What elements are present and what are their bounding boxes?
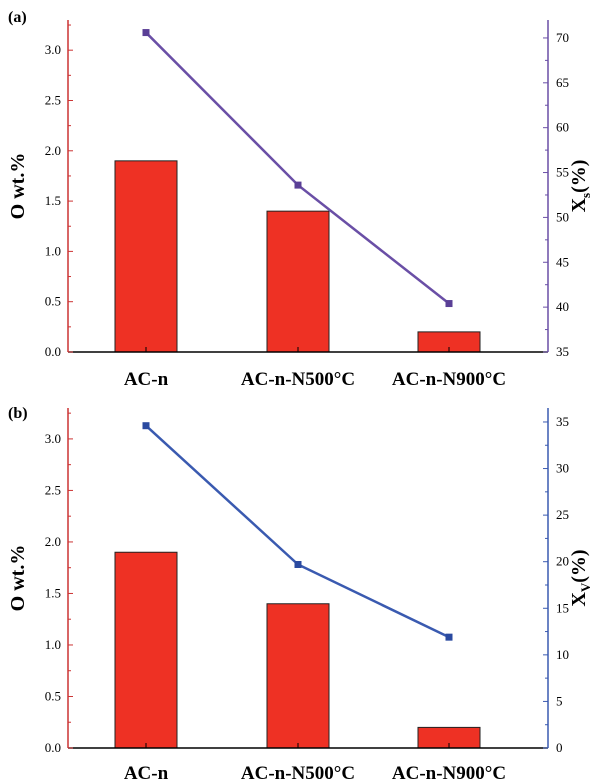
panel-b-right-axis-title-main: X <box>568 592 590 607</box>
panel-a-bar-1 <box>266 210 330 353</box>
panel-b-left-axis-title: O wt.% <box>7 545 29 612</box>
panel-b-left-tick-label-4: 2.0 <box>45 534 61 549</box>
panel-b-right-tick-label-2: 10 <box>556 647 569 662</box>
panel-a-left-tick-label-2: 1.0 <box>45 243 61 258</box>
panel-b-right-tick-label-6: 30 <box>556 461 569 476</box>
panel-a-category-label-1: AC-n-N500°C <box>241 369 355 390</box>
panel-b-left-tick-label-2: 1.0 <box>45 637 61 652</box>
panel-b-right-tick-label-1: 5 <box>556 693 563 708</box>
panel-b-category-label-2: AC-n-N900°C <box>392 763 506 783</box>
panel-a-right-tick-label-7: 70 <box>556 30 569 45</box>
panel-b: (b) 0.0 0.5 1.0 1.5 2.0 2.5 3.0 0 5 10 15 20 25 30 35 AC… <box>7 405 590 783</box>
panel-a-left-axis-title: O wt.% <box>7 153 29 220</box>
panel-b-marker-2 <box>445 633 453 641</box>
panel-a-left-tick-label-0: 0.0 <box>45 344 61 359</box>
panel-b-right-axis-title-sub: V <box>578 582 590 592</box>
panel-a-left-tick-label-6: 3.0 <box>45 42 61 57</box>
panel-b-marker-1 <box>294 560 302 568</box>
panel-b-right-axis-title-suffix: (%) <box>568 549 590 582</box>
panel-b-category-label-1: AC-n-N500°C <box>241 763 355 783</box>
panel-a-right-axis-title-main: X <box>568 197 590 212</box>
panel-a: (a) 0.0 0.5 1.0 1.5 2.0 2.5 3.0 35 40 45 50 55 60 65 70… <box>7 9 590 390</box>
panel-b-left-tick-label-1: 0.5 <box>45 688 61 703</box>
panel-a-label: (a) <box>8 9 27 26</box>
panel-a-left-tick-label-4: 2.0 <box>45 143 61 158</box>
panel-a-right-tick-label-4: 55 <box>556 165 569 180</box>
panel-a-left-tick-label-3: 1.5 <box>45 193 61 208</box>
panel-a-left-tick-label-5: 2.5 <box>45 92 61 107</box>
panel-b-left-tick-label-6: 3.0 <box>45 431 61 446</box>
panel-b-left-tick-label-0: 0.0 <box>45 740 61 755</box>
panel-b-right-tick-label-7: 35 <box>556 414 569 429</box>
panel-a-marker-2 <box>445 300 453 308</box>
panel-a-marker-0 <box>142 29 150 37</box>
panel-a-left-tick-label-1: 0.5 <box>45 294 61 309</box>
panel-b-marker-0 <box>142 422 150 430</box>
panel-b-bar-1 <box>266 603 330 749</box>
panel-a-right-tick-label-2: 45 <box>556 254 569 269</box>
panel-b-right-axis-title: XV(%) <box>568 549 590 606</box>
panel-b-left-tick-label-5: 2.5 <box>45 482 61 497</box>
panel-a-category-label-2: AC-n-N900°C <box>392 369 506 390</box>
panel-a-right-tick-label-1: 40 <box>556 299 569 314</box>
panel-a-right-tick-label-3: 50 <box>556 209 569 224</box>
panel-b-right-tick-label-0: 0 <box>556 740 563 755</box>
panel-b-bar-0 <box>114 551 178 749</box>
panel-a-right-tick-label-0: 35 <box>556 344 569 359</box>
panel-b-right-tick-label-3: 15 <box>556 600 569 615</box>
panel-a-right-tick-label-5: 60 <box>556 120 569 135</box>
panel-a-marker-1 <box>294 181 302 189</box>
panel-b-category-label-0: AC-n <box>124 763 169 783</box>
panel-a-right-axis-title: Xs(%) <box>568 160 590 213</box>
panel-a-bar-0 <box>114 160 178 353</box>
panel-a-right-axis-title-sub: s <box>578 193 590 198</box>
panel-b-label: (b) <box>8 405 28 422</box>
panel-b-left-tick-label-3: 1.5 <box>45 585 61 600</box>
panel-a-right-axis-title-suffix: (%) <box>568 160 590 193</box>
panel-a-category-label-0: AC-n <box>124 369 169 390</box>
panel-b-right-tick-label-4: 20 <box>556 554 569 569</box>
panel-b-right-tick-label-5: 25 <box>556 507 569 522</box>
panel-a-right-tick-label-6: 65 <box>556 75 569 90</box>
